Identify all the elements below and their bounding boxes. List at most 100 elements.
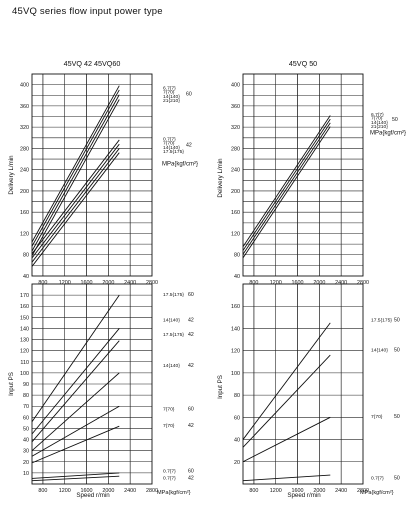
plot-frame [242, 73, 364, 277]
pressure-label: 6.7{7} [163, 85, 176, 91]
y-tick-label: 100 [231, 371, 240, 377]
pressure-label: 14{140} [371, 120, 388, 126]
pressure-label: 6.7{7} [371, 112, 384, 118]
y-tick-label: 280 [231, 146, 240, 152]
y-tick-label: 140 [20, 326, 29, 332]
y-tick-label: 160 [20, 210, 29, 216]
pressure-label: 7{70} [371, 414, 383, 420]
pressure-label: 0.7{7} [163, 136, 176, 142]
y-tick-label: 240 [231, 168, 240, 174]
x-tick-label: 1600 [81, 280, 93, 286]
plot-frame [242, 283, 364, 485]
series-line [242, 126, 331, 259]
group-label: 42 [188, 423, 194, 429]
group-label: 50 [394, 318, 400, 324]
x-tick-label: 1600 [292, 488, 304, 494]
y-tick-label: 150 [20, 315, 29, 321]
x-tick-label: 2800 [357, 280, 369, 286]
y-tick-label: 100 [20, 371, 29, 377]
y-tick-label: 40 [23, 438, 29, 444]
series-line [31, 94, 120, 252]
series-line [242, 118, 331, 251]
pressure-label: 0.7{7} [163, 475, 176, 481]
x-axis-label: Speed r/min [287, 492, 321, 499]
group-label: 42 [188, 363, 194, 369]
series-line [31, 340, 120, 443]
y-tick-label: 40 [234, 438, 240, 444]
pressure-label: 7{70} [163, 423, 175, 429]
y-tick-label: 110 [20, 360, 29, 366]
group-label: 60 [188, 406, 194, 412]
y-tick-label: 120 [231, 349, 240, 355]
series-line [242, 322, 331, 440]
x-axis-label: Speed r/min [76, 492, 110, 499]
y-tick-label: 360 [20, 104, 29, 110]
group-label: 42 [186, 143, 192, 149]
group-label: 42 [188, 318, 194, 324]
x-tick-label: 2400 [335, 488, 347, 494]
y-axis-label: Delivery L/min [8, 155, 15, 195]
x-tick-label: 2000 [313, 488, 325, 494]
y-tick-label: 60 [23, 415, 29, 421]
y-tick-label: 80 [234, 393, 240, 399]
x-tick-label: 2400 [335, 280, 347, 286]
y-tick-label: 160 [20, 304, 29, 310]
group-label: 60 [186, 92, 192, 98]
series-line [31, 89, 120, 247]
x-tick-label: 1200 [270, 280, 282, 286]
chart-right-power: 800 1200 1600 2000 2400 2800 20 40 60 80 100 120 140… [217, 283, 400, 499]
series-line [242, 416, 331, 463]
y-tick-label: 80 [23, 253, 29, 259]
pressure-label: 21{210} [371, 124, 388, 130]
series-line [31, 294, 120, 423]
x-tick-label: 2800 [146, 280, 158, 286]
pressure-label: 14{140} [163, 363, 180, 369]
pressure-label: 14{140} [163, 145, 180, 151]
y-tick-label: 160 [231, 210, 240, 216]
y-tick-label: 10 [23, 471, 29, 477]
series-line [31, 328, 120, 435]
pressure-label: 0.7{7} [163, 469, 176, 475]
y-tick-label: 240 [20, 168, 29, 174]
x-tick-label: 2000 [313, 280, 325, 286]
series-line [31, 85, 120, 243]
x-tick-label: 1200 [59, 488, 71, 494]
x-tick-label: 2800 [357, 488, 369, 494]
series-line [31, 475, 120, 482]
x-tick-label: 2000 [102, 488, 114, 494]
pressure-label: 7{70} [163, 141, 175, 147]
x-tick-label: 800 [38, 280, 47, 286]
group-label: 42 [188, 475, 194, 481]
y-tick-label: 40 [234, 274, 240, 280]
pressure-label: 17.5{175} [371, 318, 392, 324]
pressure-label: 7{70} [163, 406, 175, 412]
y-tick-label: 130 [20, 338, 29, 344]
group-label: 60 [188, 292, 194, 298]
group-label: 42 [188, 332, 194, 338]
units-label: MPa{kgf/cm²} [162, 161, 198, 167]
y-tick-label: 70 [23, 404, 29, 410]
chart-left-power: 800 1200 1600 2000 2400 2800 10 20 30 40 50 60 70 80 9… [8, 283, 194, 499]
chart-title: 45VQ 42 45VQ60 [64, 59, 121, 68]
series-line [31, 148, 120, 263]
y-tick-label: 280 [20, 146, 29, 152]
series-line [31, 425, 120, 464]
y-tick-label: 20 [234, 460, 240, 466]
y-tick-label: 360 [231, 104, 240, 110]
chart-right-delivery: 800 1200 1600 2000 2400 2800 40 80 120 160 200 240 2… [217, 59, 406, 286]
y-tick-label: 170 [20, 293, 29, 299]
plot-frame [31, 73, 153, 277]
units-label: MPa{kgf/cm²} [370, 130, 406, 136]
y-tick-label: 80 [23, 393, 29, 399]
pressure-label: 17.5{175} [163, 292, 184, 298]
y-tick-label: 30 [23, 449, 29, 455]
y-tick-label: 50 [23, 426, 29, 432]
page-title: 45VQ series flow input power type [12, 6, 163, 17]
y-tick-label: 40 [23, 274, 29, 280]
y-tick-label: 20 [23, 460, 29, 466]
x-tick-label: 1600 [292, 280, 304, 286]
y-axis-label: Input PS [8, 372, 15, 396]
pressure-label: 7{70} [163, 90, 175, 96]
group-label: 50 [392, 117, 398, 123]
